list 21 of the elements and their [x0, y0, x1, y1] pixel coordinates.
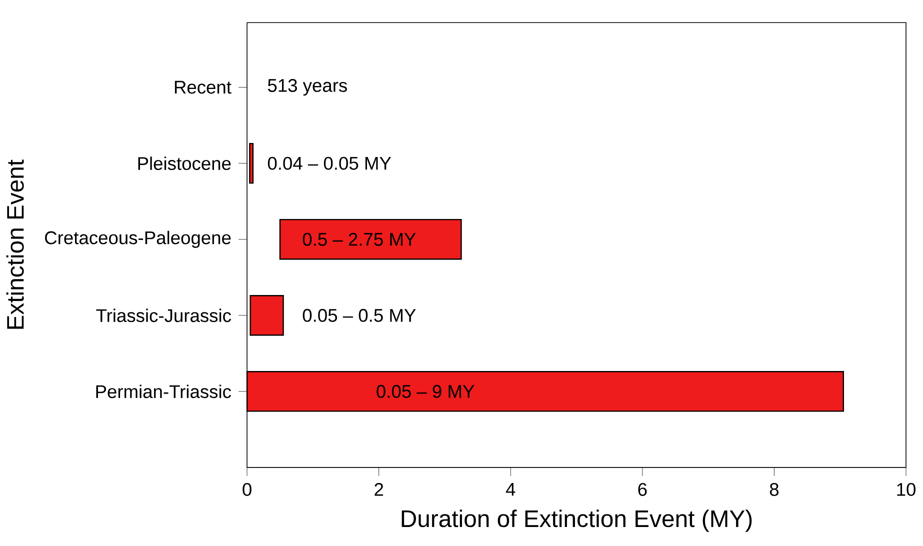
bar [279, 218, 462, 260]
x-axis-title: Duration of Extinction Event (MY) [402, 510, 752, 532]
bar [249, 142, 254, 184]
x-tick-label: 0 [242, 482, 252, 496]
x-tick-label: 6 [638, 482, 647, 496]
y-tick-label: Recent [174, 80, 232, 94]
y-tick-label: Permian-Triassic [96, 384, 232, 398]
y-tick-label: Pleistocene [138, 156, 231, 170]
annotation: 0.05 – 9 MY [376, 384, 474, 398]
annotation: 0.05 – 0.5 MY [302, 308, 416, 322]
x-tick-label: 2 [374, 482, 384, 496]
x-tick-label: 4 [506, 482, 516, 496]
y-axis-title: Extinction Event [6, 160, 24, 329]
bar [250, 294, 284, 336]
annotation: 0.04 – 0.05 MY [268, 156, 392, 170]
y-tick-label: Triassic-Jurassic [96, 308, 232, 322]
x-tick-label: 8 [770, 482, 779, 496]
y-tick-label: Cretaceous-Paleogene [45, 230, 231, 248]
x-tick-label: 10 [897, 482, 916, 496]
annotation: 0.5 – 2.75 MY [302, 232, 416, 246]
annotation: 513 years [268, 78, 347, 96]
